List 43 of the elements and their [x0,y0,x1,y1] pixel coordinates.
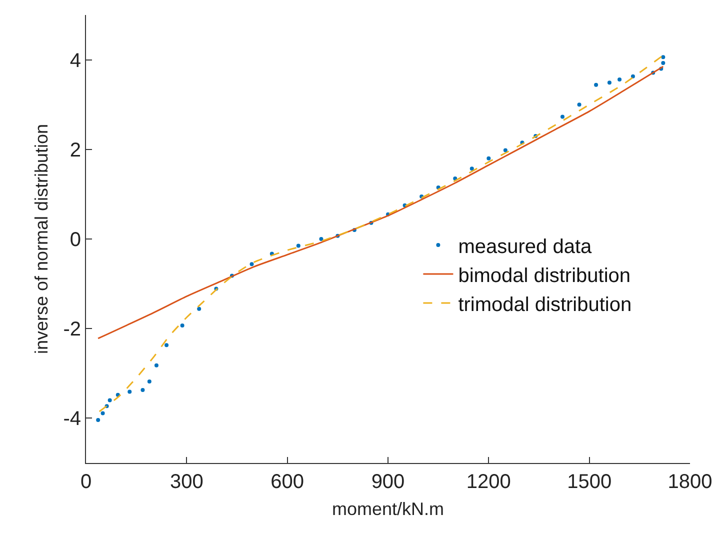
point [128,390,132,394]
point [560,114,564,119]
point [618,78,622,82]
legend-label: measured data [458,236,592,258]
legend-label: trimodal distribution [458,294,632,316]
line-series [97,66,664,340]
x-tick-label: 1800 [668,471,712,493]
point [140,388,145,392]
point [164,343,169,348]
point [661,60,666,65]
x-tick-label: 1500 [567,471,612,493]
point [100,411,105,416]
legend-label: bimodal distribution [458,264,631,287]
point [96,418,100,422]
x-tick-label: 300 [170,471,204,493]
point [180,323,184,328]
point [108,398,112,402]
x-tick-label: 600 [270,471,304,493]
y-axis-title: inverse of normal distribution [31,124,52,354]
point [147,379,152,384]
y-tick-label: -2 [63,318,81,341]
y-tick-label: 2 [70,139,81,162]
point [661,55,666,60]
y-tick-label: 0 [70,229,81,251]
y-tick-label: 4 [70,50,81,72]
y-tick-label: -4 [63,408,81,430]
point [577,102,582,107]
point [470,166,474,171]
point [486,156,491,160]
point [197,306,202,311]
point [296,244,300,248]
point [154,363,158,368]
point [607,80,612,85]
point [594,82,598,87]
point [319,237,324,241]
point [453,176,458,181]
point [250,262,254,266]
x-tick-label: 900 [371,471,405,493]
point [630,74,635,78]
x-axis-title: moment/kN.m [332,499,444,520]
point [503,148,508,152]
line-series [98,54,664,412]
x-tick-label: 1200 [466,471,511,493]
